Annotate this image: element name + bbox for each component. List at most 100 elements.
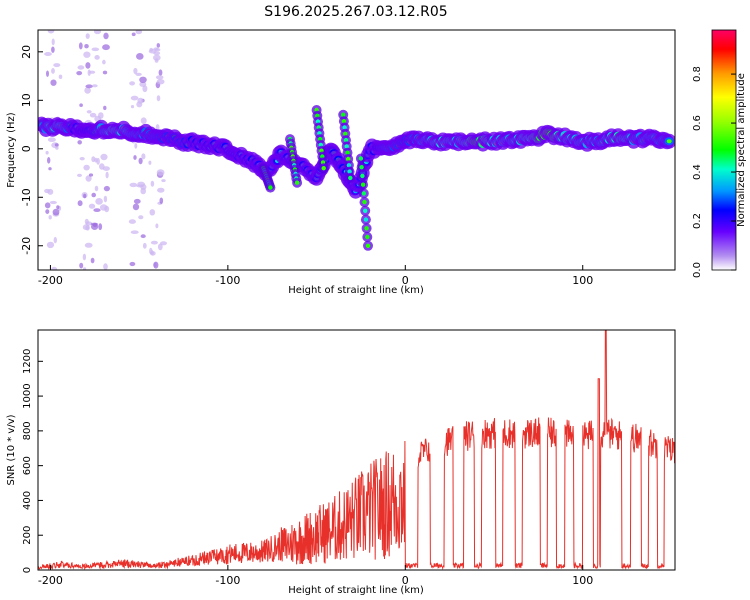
spectrogram-scatter-blob: [156, 43, 160, 48]
snr-x-tick-label: -100: [215, 574, 240, 587]
spectrogram-streak-core: [346, 163, 352, 168]
spectrogram-scatter-blob: [99, 204, 108, 211]
spectrogram-streak-core: [361, 191, 366, 196]
spectrogram-scatter-blob: [156, 95, 161, 102]
snr-series-line: [38, 330, 675, 570]
spectrogram-scatter-blob: [103, 185, 110, 192]
spectrogram-scatter-blob: [51, 38, 55, 46]
spectrogram-scatter-blob: [82, 253, 87, 261]
spectrogram-scatter-blob: [153, 54, 161, 61]
spectrogram-scatter-blob: [98, 223, 103, 231]
spectrogram-scatter-blob: [103, 32, 109, 40]
spectrogram-scatter-blob: [79, 103, 83, 107]
spectrogram-scatter-blob: [129, 81, 136, 86]
spectrogram-x-tick-label: 0: [402, 274, 409, 287]
spectrogram-scatter-blob: [129, 182, 138, 188]
spectrogram-scatter-blob: [79, 157, 85, 161]
spectrogram-streak-core: [365, 234, 370, 240]
spectrogram-scatter-blob: [132, 203, 140, 211]
spectrogram-scatter-blob: [85, 225, 90, 231]
colorbar-tick-label: 0.4: [692, 164, 703, 180]
spectrogram-scatter-blob: [56, 205, 60, 210]
spectrogram-scatter-blob: [102, 166, 110, 172]
spectrogram-y-tick-label: 0: [20, 145, 33, 152]
spectrogram-scatter-blob: [142, 85, 148, 93]
spectrogram-scatter-blob: [83, 267, 87, 270]
spectrogram-scatter-blob: [128, 219, 136, 224]
colorbar-gradient: [711, 29, 737, 271]
spectrogram-scatter-blob: [90, 257, 95, 264]
spectrogram-scatter-blob: [85, 33, 90, 39]
snr-y-tick-label: 400: [22, 491, 33, 510]
spectrogram-scatter-blob: [44, 188, 50, 194]
spectrogram-scatter-blob: [48, 215, 52, 220]
spectrogram-scatter-blob: [140, 234, 146, 239]
spectrogram-scatter-blob: [79, 262, 84, 269]
spectrogram-streak-core: [348, 175, 353, 181]
spectrogram-scatter-blob: [83, 164, 90, 171]
spectrogram-x-tick-label: -200: [38, 274, 63, 287]
spectrogram-scatter-blob: [138, 215, 144, 220]
spectrogram-scatter-blob: [93, 30, 102, 35]
spectrogram-streak-core: [360, 182, 366, 187]
spectrogram-scatter-blob: [84, 218, 89, 225]
spectrogram-scatter-blob: [88, 203, 96, 209]
spectrogram-frame: [37, 29, 676, 271]
spectrogram-streak-core: [343, 131, 348, 136]
spectrogram-marks: [38, 30, 675, 270]
spectrogram-scatter-blob: [149, 247, 153, 255]
spectrogram-streak-core: [358, 156, 364, 161]
spectrogram-scatter-blob: [160, 241, 167, 246]
spectrogram-scatter-blob: [142, 242, 147, 249]
spectrogram-scatter-blob: [85, 175, 92, 182]
spectrogram-scatter-blob: [46, 70, 49, 77]
spectrogram-scatter-blob: [47, 30, 55, 34]
spectrogram-scatter-blob: [155, 223, 159, 229]
spectrogram-scatter-blob: [139, 81, 147, 87]
spectrogram-scatter-blob: [133, 155, 137, 160]
spectrogram-scatter-blob: [149, 47, 153, 52]
spectrogram-scatter-blob: [150, 180, 155, 187]
spectrogram-scatter-blob: [76, 71, 83, 76]
spectrogram-scatter-blob: [157, 243, 163, 251]
spectrogram-scatter-blob: [155, 48, 161, 52]
spectrogram-scatter-blob: [77, 200, 83, 207]
spectrogram-scatter-blob: [91, 156, 96, 163]
spectrogram-scatter-blob: [148, 160, 152, 165]
colorbar-label: Normalized spectral amplitude: [736, 73, 747, 227]
spectrogram-scatter-blob: [51, 266, 58, 270]
spectrogram-scatter-blob: [53, 63, 61, 68]
spectrogram-scatter-blob: [133, 198, 141, 204]
spectrogram-scatter-blob: [159, 197, 164, 204]
spectrogram-scatter-blob: [84, 87, 91, 94]
spectrogram-y-label: Frequency (Hz): [6, 112, 17, 188]
spectrogram-scatter-blob: [140, 117, 147, 124]
spectrogram-scatter-blob: [136, 101, 143, 108]
spectrogram-streak-core: [347, 169, 352, 174]
spectrogram-scatter-blob: [135, 30, 143, 35]
spectrogram-streak-core: [359, 165, 364, 170]
spectrogram-streak-core: [341, 119, 347, 124]
spectrogram-scatter-blob: [78, 42, 83, 50]
spectrogram-scatter-blob: [135, 72, 142, 76]
spectrogram-scatter-blob: [102, 70, 108, 75]
spectrogram-scatter-blob: [138, 157, 143, 165]
snr-y-tick-label: 0: [22, 567, 33, 573]
spectrogram-scatter-blob: [84, 242, 93, 248]
spectrogram-scatter-blob: [131, 32, 136, 37]
spectrogram-scatter-blob: [49, 200, 57, 205]
spectrogram-scatter-blob: [91, 47, 100, 52]
snr-y-tick-label: 1200: [22, 349, 33, 374]
spectrogram-scatter-blob: [84, 44, 89, 49]
spectrogram-scatter-blob: [158, 69, 163, 76]
spectrogram-scatter-blob: [47, 157, 51, 164]
spectrogram-y-tick-label: 10: [20, 93, 33, 107]
spectrogram-streak-core: [345, 150, 350, 155]
spectrogram-scatter-blob: [44, 202, 51, 209]
colorbar: 0.0 0.2 0.4 0.6 0.8 Normalized spectral ampl…: [692, 29, 747, 278]
spectrogram-scatter-blob: [98, 112, 104, 119]
spectrogram-scatter-blob: [102, 44, 110, 51]
